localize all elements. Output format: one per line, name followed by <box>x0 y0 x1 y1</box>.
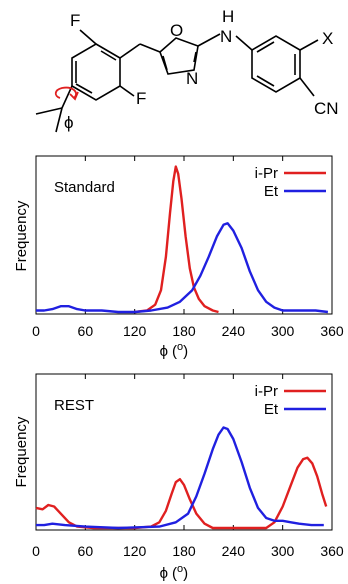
series-line-et <box>36 222 329 314</box>
x-tick-label: 300 <box>271 323 295 339</box>
chart-panel-rest: 0 60 120 180 240 300 360 REST i-Pr Et Fr… <box>13 373 344 582</box>
bond-ch2-oxazole <box>139 43 161 53</box>
x-axis-symbol: ϕ <box>160 565 168 582</box>
bond-methyl-1 <box>35 107 63 115</box>
ring-double-bond <box>256 75 275 87</box>
bond-isopropyl <box>61 85 73 109</box>
x-axis-unit: (o) <box>172 563 188 582</box>
x-tick-label: 120 <box>123 323 147 339</box>
bond-f-top <box>79 29 97 45</box>
oxazole-double-bond <box>162 55 168 71</box>
chart-panel-standard: 0 60 120 180 240 300 360 Standard i-Pr E… <box>13 155 344 360</box>
oxazole-double-bond <box>193 51 197 63</box>
torsion-arrow <box>54 86 77 99</box>
oxazole-ring <box>159 37 199 75</box>
x-tick-label: 180 <box>172 543 196 559</box>
x-tick-label: 240 <box>222 323 246 339</box>
bond-ch2 <box>119 43 141 59</box>
atom-x: X <box>322 29 333 48</box>
x-tick-label: 60 <box>78 323 94 339</box>
series-group <box>35 426 328 530</box>
x-tick-labels: 0 60 120 180 240 300 360 <box>32 323 344 339</box>
legend-label-et: Et <box>264 183 279 200</box>
molecule-structure <box>35 29 319 133</box>
y-axis-label: Frequency <box>13 200 30 271</box>
x-tick-label: 60 <box>78 543 94 559</box>
benzene-ring-right <box>251 35 301 93</box>
x-tick-label: 0 <box>32 323 40 339</box>
molecule-atom-labels: F F O N N H X CN ϕ <box>64 7 339 132</box>
series-line-i-pr <box>35 456 328 530</box>
x-axis-label: ϕ (o) <box>160 341 189 360</box>
series-line-i-pr <box>134 165 219 314</box>
atom-nitrogen-ring: N <box>186 69 198 88</box>
legend: i-Pr Et <box>255 165 326 200</box>
atom-nh-n: N <box>220 27 232 46</box>
x-axis-unit: (o) <box>172 341 188 360</box>
x-tick-label: 180 <box>172 323 196 339</box>
atom-cn: CN <box>314 99 339 118</box>
benzene-ring-left <box>71 43 121 101</box>
x-tick-label: 0 <box>32 543 40 559</box>
bond-nh-phenyl <box>235 35 253 51</box>
legend-label-ipr: i-Pr <box>255 383 278 400</box>
x-tick-label: 300 <box>271 543 295 559</box>
x-tick-label: 240 <box>222 543 246 559</box>
x-tick-label: 120 <box>123 543 147 559</box>
bond-nh <box>197 33 221 47</box>
atom-f-bottom: F <box>136 89 146 108</box>
torsion-phi-label: ϕ <box>64 113 74 132</box>
x-axis-symbol: ϕ <box>160 343 168 360</box>
panel-label: REST <box>54 397 94 414</box>
series-line-et <box>36 426 324 530</box>
bond-cn <box>299 77 315 97</box>
x-tick-label: 360 <box>320 543 344 559</box>
ring-double-bond <box>256 41 275 53</box>
ring-double-bond <box>75 83 93 94</box>
legend-label-ipr: i-Pr <box>255 165 278 182</box>
x-tick-labels: 0 60 120 180 240 300 360 <box>32 543 344 559</box>
ring-double-bond <box>100 50 117 61</box>
legend-label-et: Et <box>264 401 279 418</box>
bond-methyl-2 <box>55 107 63 133</box>
panel-label: Standard <box>54 179 115 196</box>
series-group <box>36 165 329 314</box>
bond-x <box>299 39 319 51</box>
torsion-arrowhead <box>69 91 79 101</box>
atom-nh-h: H <box>222 7 234 26</box>
bond-f-bottom <box>119 85 135 97</box>
y-axis-label: Frequency <box>13 416 30 487</box>
x-axis-label: ϕ (o) <box>160 563 189 582</box>
atom-f-top: F <box>70 11 80 30</box>
x-tick-label: 360 <box>320 323 344 339</box>
legend: i-Pr Et <box>255 383 326 418</box>
atom-oxygen: O <box>170 21 183 40</box>
